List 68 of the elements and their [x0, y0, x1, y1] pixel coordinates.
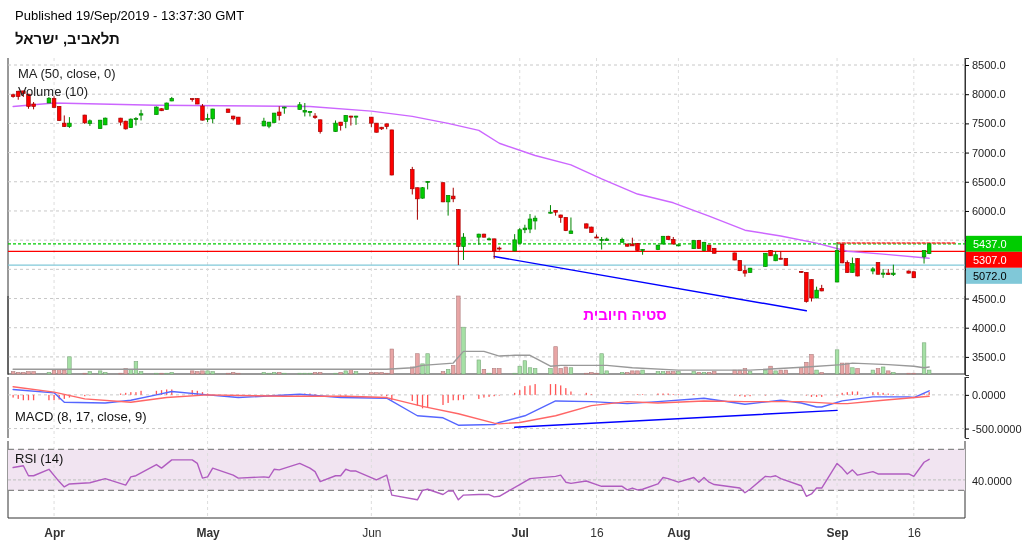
candlestick	[880, 268, 886, 279]
bar	[461, 326, 466, 375]
annotation: סטיה חיובית	[583, 306, 667, 323]
bar	[67, 356, 72, 375]
candlestick	[532, 215, 538, 231]
y-tick-label: 4500.0	[972, 292, 1006, 305]
x-tick-label: Aug	[667, 525, 691, 540]
bar	[476, 359, 481, 375]
bar	[691, 371, 696, 375]
y-tick-label: 7500.0	[972, 117, 1006, 130]
text: MACD (8, 17, close, 9)	[15, 409, 147, 424]
x-tick-label: Jun	[362, 525, 382, 540]
series-label: MA (50, close, 0)	[18, 66, 116, 81]
x-tick-label: 16	[907, 525, 922, 540]
ref-line-label: 5307.0	[973, 253, 1007, 266]
bar	[870, 369, 875, 375]
y-tick-label: 3500.0	[972, 350, 1006, 363]
x-tick-label: Sep	[826, 525, 849, 540]
candlestick	[87, 118, 93, 127]
candlestick	[855, 257, 860, 277]
bar	[640, 369, 645, 375]
chart-title: תלאביב, ישראל	[15, 30, 120, 47]
bar	[855, 368, 860, 375]
y-tick-label: 4000.0	[972, 321, 1006, 334]
candlestick	[461, 232, 466, 261]
text: Volume (10)	[18, 84, 89, 99]
y-tick-label: 6500.0	[972, 175, 1006, 188]
bar	[353, 371, 359, 375]
line-series	[12, 102, 930, 259]
bar	[676, 371, 681, 375]
bar	[850, 367, 855, 375]
x-tick-label: Jul	[511, 525, 529, 540]
bar	[548, 368, 553, 375]
x-tick-label: May	[196, 525, 221, 540]
y-tick-label: 6000.0	[972, 204, 1006, 217]
bar	[343, 370, 348, 375]
bar	[763, 369, 768, 375]
bar	[875, 368, 881, 375]
x-tick-label: 16	[590, 525, 605, 540]
candlestick	[568, 216, 574, 235]
text: Published 19/Sep/2019 - 13:37:30 GMT	[15, 8, 245, 23]
x-tick-label: Apr	[44, 525, 66, 540]
bar	[87, 371, 92, 375]
bar	[440, 371, 446, 375]
bar	[446, 369, 451, 375]
candlestick	[445, 194, 451, 217]
text: 40.0000	[972, 474, 1012, 487]
y-tick-label: 0.0000	[972, 388, 1006, 401]
chart-title: RSI (14)	[15, 451, 64, 466]
bar	[568, 367, 574, 375]
bar	[881, 366, 886, 375]
ref-line-label: 5072.0	[973, 269, 1007, 282]
ref-line-label: 5437.0	[973, 237, 1007, 250]
candlestick	[353, 115, 359, 126]
y-tick-label: -500.0000	[972, 422, 1022, 435]
candlestick	[138, 109, 144, 121]
bar	[886, 370, 891, 375]
bar	[773, 370, 778, 375]
bar	[834, 349, 840, 375]
bar	[481, 369, 487, 375]
price-tag: 5437.0	[966, 235, 1022, 252]
bar	[814, 369, 819, 375]
candlestick	[312, 112, 318, 120]
y-tick-label: 8000.0	[972, 88, 1006, 101]
candlestick	[348, 115, 354, 127]
y-tick-label: 8500.0	[972, 59, 1006, 72]
y-tick-label: 7000.0	[972, 146, 1006, 159]
bar	[747, 371, 753, 375]
